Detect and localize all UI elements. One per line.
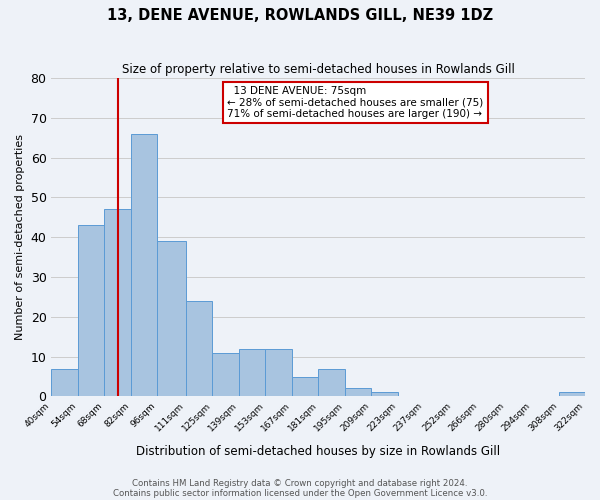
Bar <box>239 348 265 397</box>
Bar <box>131 134 157 396</box>
Bar <box>344 388 371 396</box>
Bar <box>157 241 186 396</box>
Y-axis label: Number of semi-detached properties: Number of semi-detached properties <box>15 134 25 340</box>
Text: Contains public sector information licensed under the Open Government Licence v3: Contains public sector information licen… <box>113 489 487 498</box>
Bar <box>318 368 344 396</box>
Bar <box>52 368 78 396</box>
Text: 13 DENE AVENUE: 75sqm  
← 28% of semi-detached houses are smaller (75)
71% of se: 13 DENE AVENUE: 75sqm ← 28% of semi-deta… <box>227 86 484 119</box>
Bar <box>212 352 239 397</box>
Bar <box>186 301 212 396</box>
Bar <box>292 376 318 396</box>
X-axis label: Distribution of semi-detached houses by size in Rowlands Gill: Distribution of semi-detached houses by … <box>136 444 500 458</box>
Bar <box>78 226 104 396</box>
Text: 13, DENE AVENUE, ROWLANDS GILL, NE39 1DZ: 13, DENE AVENUE, ROWLANDS GILL, NE39 1DZ <box>107 8 493 22</box>
Bar <box>265 348 292 397</box>
Text: Contains HM Land Registry data © Crown copyright and database right 2024.: Contains HM Land Registry data © Crown c… <box>132 479 468 488</box>
Bar <box>371 392 398 396</box>
Bar <box>559 392 585 396</box>
Bar <box>104 210 131 396</box>
Title: Size of property relative to semi-detached houses in Rowlands Gill: Size of property relative to semi-detach… <box>122 62 515 76</box>
